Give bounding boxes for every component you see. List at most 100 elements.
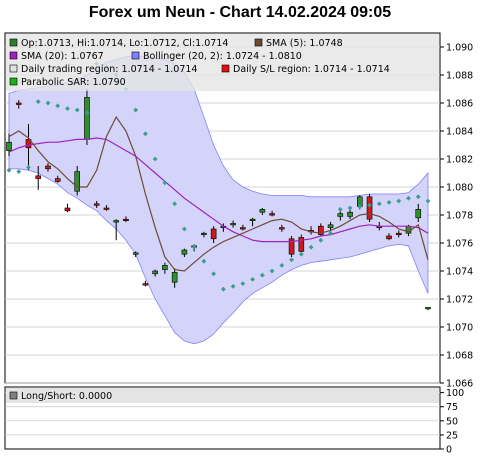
candle [64,203,71,213]
y-tick-label: 1.066 [446,379,473,390]
psar-dot [211,271,217,277]
candle-body [142,283,149,286]
psar-dot [35,99,41,105]
candle [45,163,51,172]
candle-body [15,102,22,105]
psar-dot [337,206,343,212]
candle [288,236,295,257]
candle-body [64,207,71,212]
candle [201,231,207,238]
psar-dot [250,276,256,282]
candle [259,208,266,215]
y-tick-label: 1.090 [446,43,473,54]
candle [103,205,110,211]
candle-body [386,235,392,240]
candle-body [45,165,51,170]
psar-dot [152,156,158,162]
psar-dot [201,258,207,264]
candle-body [318,225,324,235]
y-tick-label: 1.078 [446,211,473,222]
y-tick-label: 1.070 [446,323,473,334]
candle-body [113,220,119,223]
candle [15,100,22,109]
candle [337,210,344,221]
legend-daily-sl: Daily S/L region: 1.0714 - 1.0714 [233,64,390,75]
y-tick-label: 100 [446,388,464,399]
candle [269,210,275,217]
candle-body [6,141,12,151]
candle [298,234,305,255]
candle-body [249,218,256,221]
psar-dot [16,169,22,175]
y-tick-label: 1.084 [446,127,473,138]
candle-body [347,211,353,217]
candle-body [425,307,431,310]
psar-dot [347,205,353,211]
candle-body [74,171,81,192]
legend-box [6,34,439,91]
candle [84,89,90,145]
candle-body [54,178,61,182]
candle [25,124,32,171]
legend-swatch-daily-sl [221,64,230,73]
candle-body [93,203,100,206]
candle [74,166,81,196]
psar-dot [308,244,314,250]
psar-dot [74,107,80,113]
psar-dot [357,204,363,210]
candle [162,262,168,274]
psar-dot [162,180,168,186]
legend-swatch-psar [9,77,18,86]
psar-dot [425,198,431,204]
price-y-axis: 1.066 1.068 1.070 1.072 1.074 1.076 1.078 1.080… [440,43,473,390]
legend-swatch-longshort [9,391,18,400]
candle-body [327,224,334,228]
candle [249,217,256,227]
candle-body [181,249,188,255]
y-tick-label: 1.080 [446,183,473,194]
y-tick-label: 1.088 [446,71,473,82]
candle-body [201,232,207,235]
psar-dot [298,251,304,257]
sma-5-line [8,115,429,272]
psar-dot [386,199,392,205]
y-tick-label: 1.072 [446,295,473,306]
candle [132,251,139,257]
candle-body [279,227,285,230]
candle-body [259,209,266,213]
candle [395,230,402,238]
psar-dot [84,110,90,116]
candle [152,269,158,277]
candle [142,280,149,287]
psar-dot [318,237,324,243]
candle-body [269,213,275,216]
y-tick-label: 1.076 [446,239,473,250]
candle [327,222,334,231]
y-tick-label: 1.086 [446,99,473,110]
legend-swatch-ohlc [9,38,18,47]
candle-body [337,213,344,217]
y-tick-label: 75 [446,402,458,413]
y-tick-label: 1.082 [446,155,473,166]
candle [279,224,285,232]
psar-dot [376,201,382,207]
candle [6,133,12,157]
candle-body [35,175,42,179]
candle [425,307,431,311]
candle [210,226,217,243]
candle-body [132,252,139,255]
psar-dot [45,100,51,106]
candle-body [240,227,246,230]
psar-dot [367,202,372,208]
y-tick-label: 25 [446,430,458,441]
candle [113,219,119,241]
psar-dot [172,201,178,207]
psar-dot [181,226,187,232]
candle-body [415,209,422,219]
legend-ohlc: Op:1.0713, Hi:1.0714, Lo:1.0712, Cl:1.07… [21,38,228,49]
candle-body [152,270,158,275]
legend-swatch-bollinger [131,51,140,60]
candle [366,194,373,222]
candle-body [366,196,373,220]
